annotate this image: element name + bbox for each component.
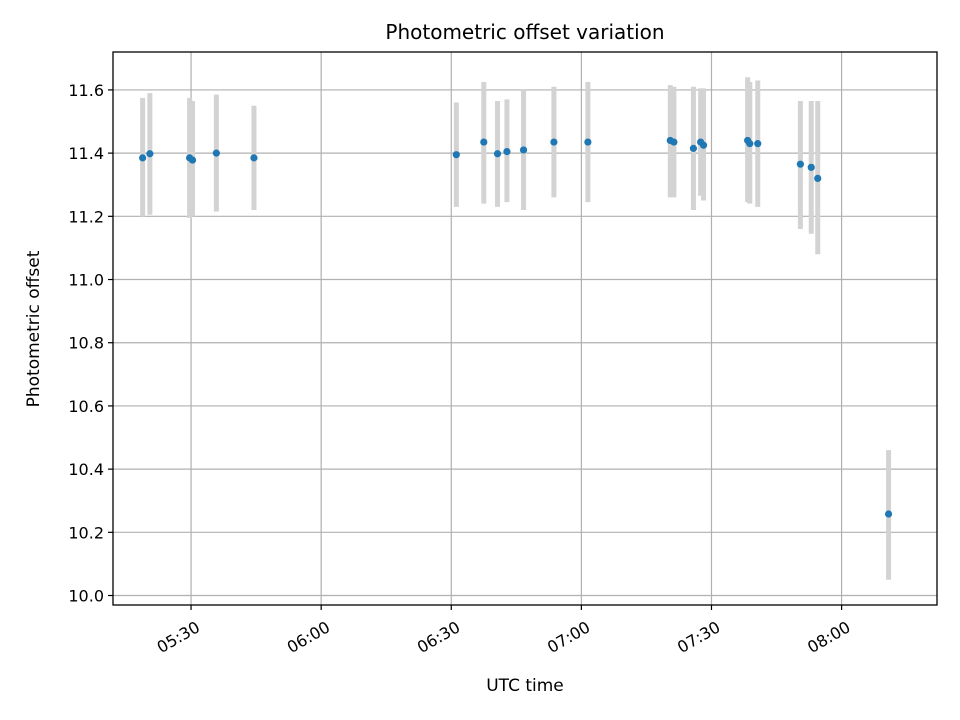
data-point [550, 138, 558, 146]
data-point [746, 140, 754, 148]
data-point [584, 138, 592, 146]
data-points [139, 136, 893, 518]
chart-title: Photometric offset variation [385, 20, 664, 44]
data-point [139, 154, 147, 162]
data-point [519, 146, 528, 154]
y-tick-label: 11.0 [68, 271, 104, 290]
data-point [188, 156, 197, 164]
data-point [146, 150, 154, 158]
data-point [754, 140, 762, 148]
y-tick-label: 10.2 [68, 523, 104, 542]
y-tick-label: 11.4 [68, 144, 104, 163]
y-tick-label: 10.6 [68, 397, 104, 416]
data-point [493, 150, 502, 158]
y-tick-label: 10.8 [68, 334, 104, 353]
plot-area-frame [112, 51, 938, 606]
y-tick-label: 10.4 [68, 460, 104, 479]
y-tick-label: 10.0 [68, 587, 104, 606]
y-axis-label: Photometric offset [24, 250, 44, 407]
data-point [807, 163, 815, 171]
data-point [670, 138, 678, 146]
data-point [884, 510, 893, 518]
y-axis-ticks: 10.0 10.2 10.4 10.6 10.8 11.0 11.2 11.4 11.6 [68, 81, 113, 606]
data-point [452, 151, 460, 159]
y-tick-label: 11.6 [68, 81, 104, 100]
data-point [689, 144, 698, 152]
data-point [699, 141, 708, 149]
data-point [250, 154, 258, 162]
data-point [503, 147, 511, 156]
data-point [480, 138, 488, 146]
data-point [796, 160, 804, 168]
y-tick-label: 11.2 [68, 207, 104, 226]
data-point [212, 149, 220, 157]
x-axis-label: UTC time [486, 676, 564, 696]
data-point [814, 174, 822, 182]
